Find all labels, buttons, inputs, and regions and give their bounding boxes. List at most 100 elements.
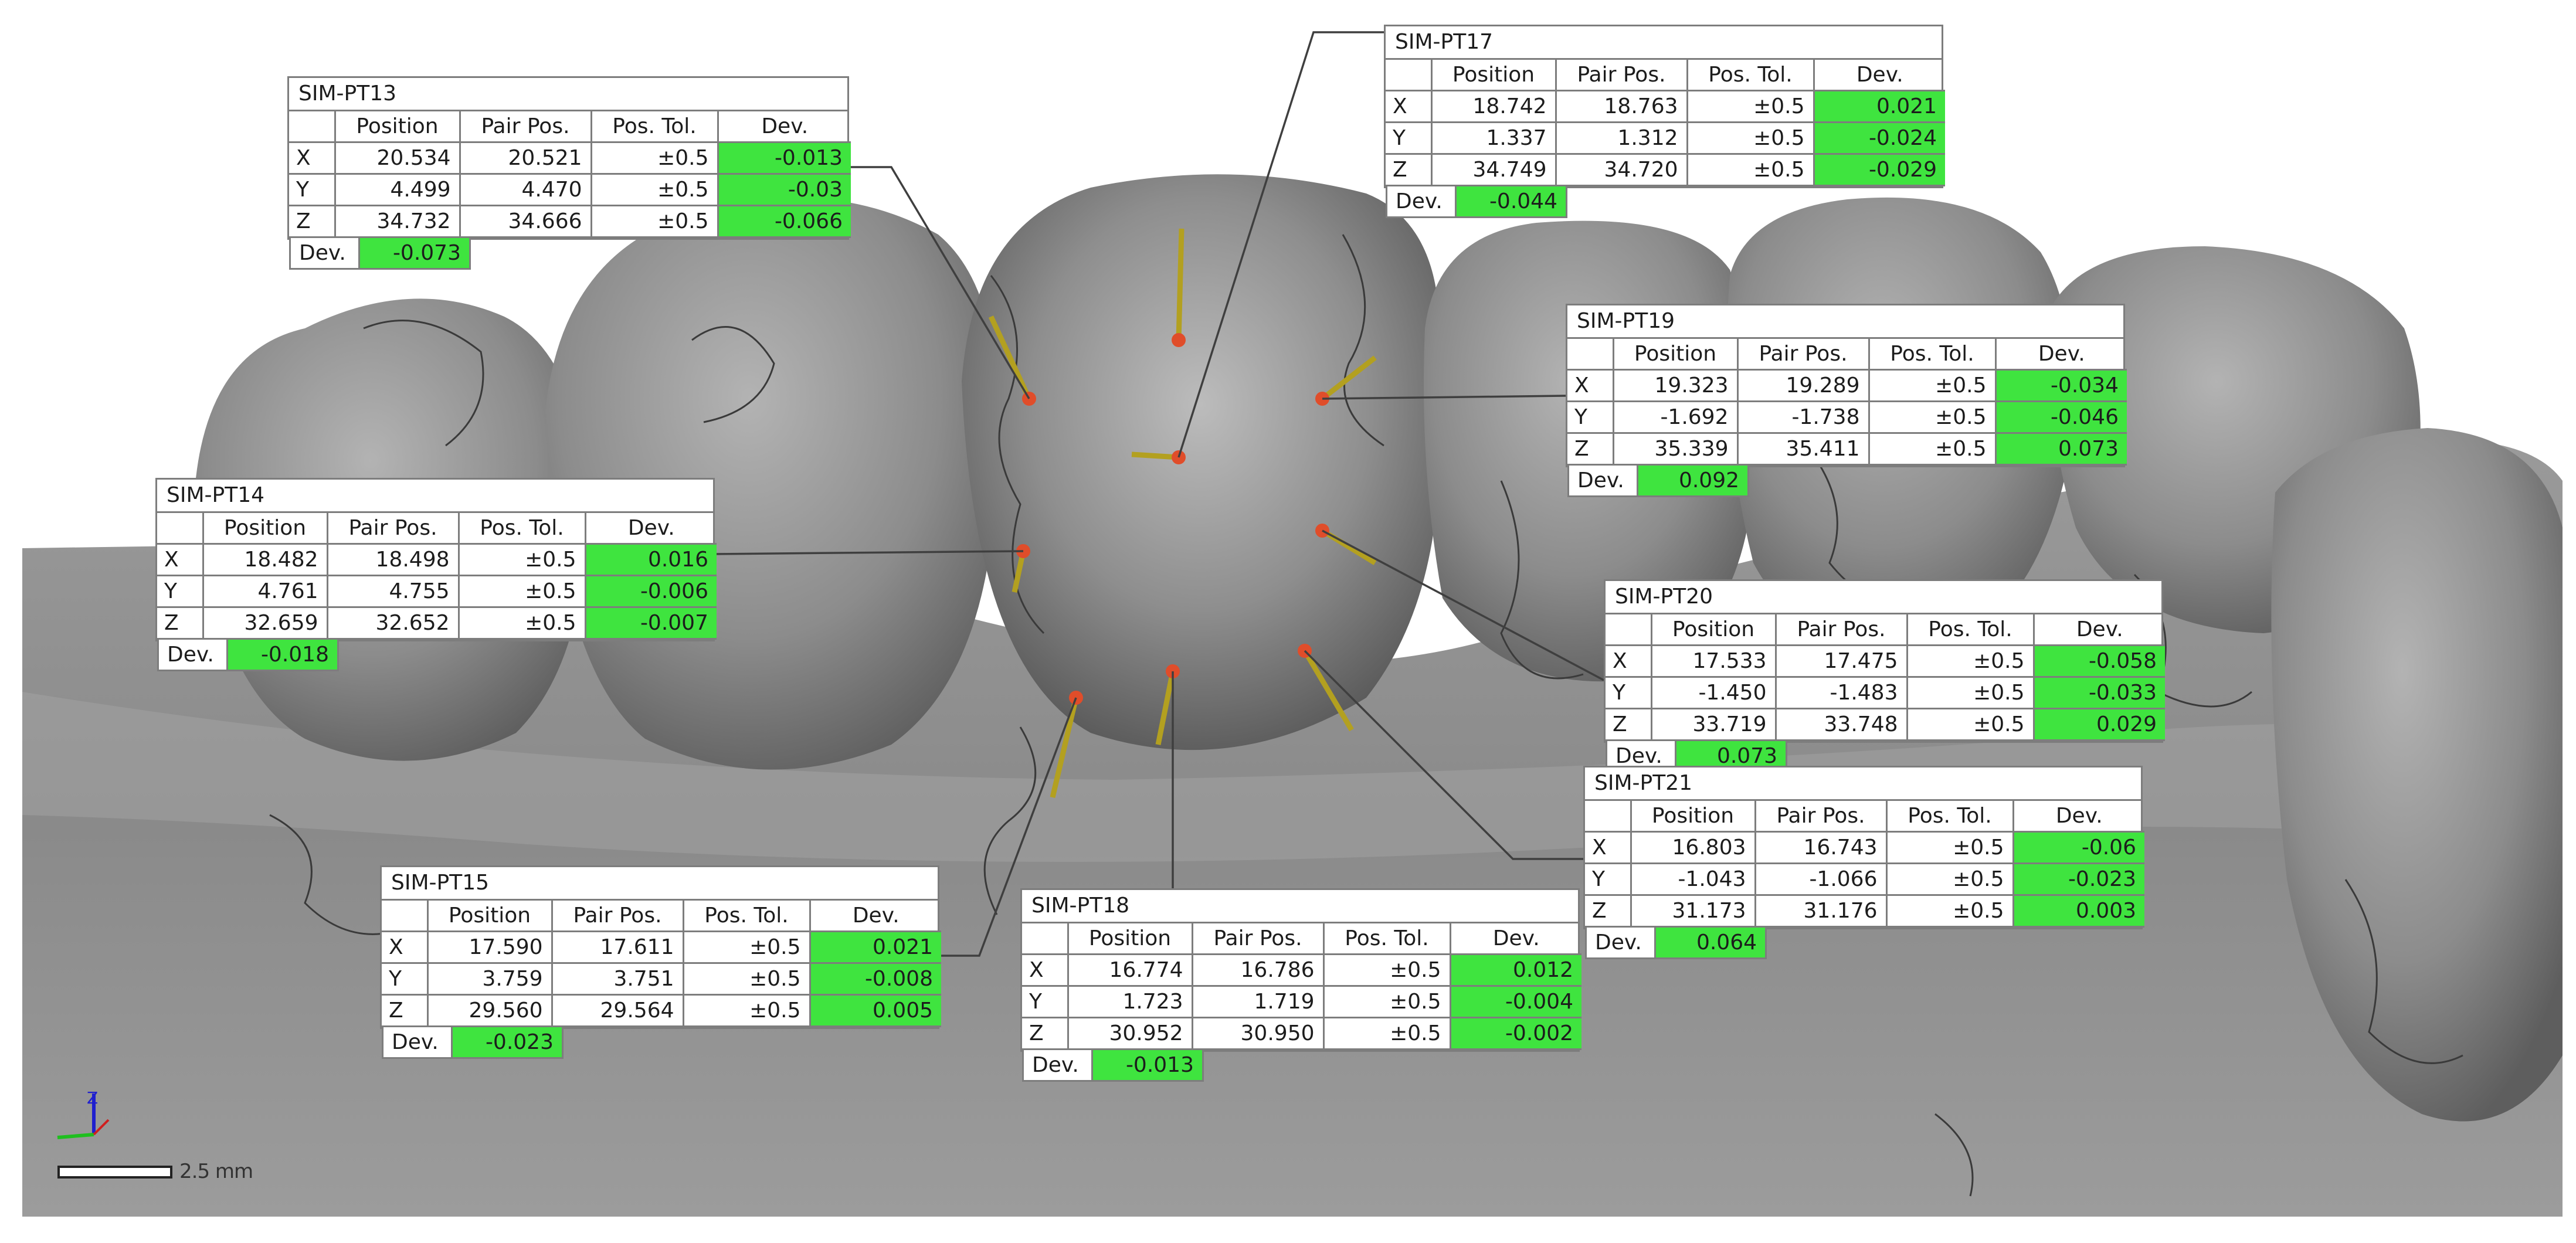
- dev-cell: 0.016: [584, 543, 717, 576]
- row-z: Z 33.719 33.748 ±0.5 0.029: [1606, 708, 2165, 741]
- col-position: Position: [334, 111, 461, 143]
- total-dev: Dev. 0.092: [1567, 466, 1749, 497]
- row-z: Z 31.173 31.176 ±0.5 0.003: [1585, 894, 2144, 928]
- row-z: Z 29.560 29.564 ±0.5 0.005: [382, 994, 941, 1027]
- tooth-molar-target: [962, 174, 1440, 750]
- total-dev: Dev. -0.013: [1022, 1050, 1204, 1082]
- row-x: X 18.742 18.763 ±0.5 0.021: [1386, 90, 1945, 123]
- annotation-title: SIM-PT19: [1567, 305, 2123, 339]
- col-position: Position: [1430, 60, 1557, 91]
- row-x: X 20.534 20.521 ±0.5 -0.013: [289, 141, 851, 175]
- annotation-title: SIM-PT18: [1022, 890, 1578, 923]
- row-z: Z 32.659 32.652 ±0.5 -0.007: [157, 606, 717, 640]
- dev-cell: -0.007: [584, 606, 717, 640]
- row-y: Y -1.692 -1.738 ±0.5 -0.046: [1567, 400, 2127, 434]
- dev-cell: 0.021: [1813, 90, 1945, 123]
- col-position: Position: [1067, 923, 1193, 955]
- scale-bar-label: 2.5 mm: [179, 1160, 253, 1183]
- scale-bar: [57, 1166, 172, 1179]
- row-z: Z 34.749 34.720 ±0.5 -0.029: [1386, 153, 1945, 186]
- total-dev: Dev. -0.073: [289, 238, 471, 270]
- row-z: Z 35.339 35.411 ±0.5 0.073: [1567, 432, 2127, 466]
- annotation-sim-pt20[interactable]: SIM-PT20 Position Pair Pos. Pos. Tol. Dev. …: [1604, 579, 2165, 773]
- dev-cell: 0.029: [2032, 708, 2165, 741]
- leader-pt19: [1322, 395, 1566, 400]
- col-dev: Dev.: [1994, 339, 2127, 371]
- col-position: Position: [426, 901, 553, 932]
- probe-points: [988, 228, 1377, 799]
- row-x: X 17.533 17.475 ±0.5 -0.058: [1606, 644, 2165, 678]
- row-y: Y 1.337 1.312 ±0.5 -0.024: [1386, 121, 1945, 155]
- annotation-table: Position Pair Pos. Pos. Tol. Dev. X 17.533 17…: [1606, 614, 2165, 741]
- col-pos-tol: Pos. Tol.: [1868, 339, 1997, 371]
- col-pair-pos: Pair Pos.: [1736, 339, 1870, 371]
- annotation-table: Position Pair Pos. Pos. Tol. Dev. X 18.482 18…: [157, 513, 717, 640]
- dev-cell: -0.034: [1994, 369, 2127, 402]
- col-dev: Dev.: [2032, 614, 2165, 646]
- annotation-sim-pt13[interactable]: SIM-PT13 Position Pair Pos. Pos. Tol. Dev. …: [287, 76, 851, 270]
- dev-cell: -0.046: [1994, 400, 2127, 434]
- col-pair-pos: Pair Pos.: [551, 901, 684, 932]
- col-pair-pos: Pair Pos.: [1774, 614, 1908, 646]
- dev-cell: 0.073: [1994, 432, 2127, 466]
- col-position: Position: [1630, 801, 1756, 833]
- annotation-table: Position Pair Pos. Pos. Tol. Dev. X 18.742 18…: [1386, 60, 1945, 186]
- row-x: X 16.774 16.786 ±0.5 0.012: [1022, 953, 1581, 987]
- row-x: X 19.323 19.289 ±0.5 -0.034: [1567, 369, 2127, 402]
- annotation-table: Position Pair Pos. Pos. Tol. Dev. X 20.534 20…: [289, 111, 851, 238]
- dev-cell: -0.002: [1449, 1017, 1581, 1050]
- col-pos-tol: Pos. Tol.: [1885, 801, 2014, 833]
- annotation-sim-pt14[interactable]: SIM-PT14 Position Pair Pos. Pos. Tol. Dev. …: [155, 478, 717, 671]
- probe-point[interactable]: [1172, 228, 1186, 347]
- row-x: X 16.803 16.743 ±0.5 -0.06: [1585, 831, 2144, 864]
- col-dev: Dev.: [717, 111, 851, 143]
- leader-pt15: [938, 697, 1077, 957]
- annotation-sim-pt19[interactable]: SIM-PT19 Position Pair Pos. Pos. Tol. Dev. …: [1566, 304, 2127, 497]
- xyz-axis-icon: Z: [57, 1088, 110, 1139]
- row-y: Y 1.723 1.719 ±0.5 -0.004: [1022, 985, 1581, 1018]
- annotation-sim-pt17[interactable]: SIM-PT17 Position Pair Pos. Pos. Tol. Dev. …: [1384, 25, 1945, 218]
- total-dev: Dev. 0.064: [1585, 928, 1767, 959]
- col-position: Position: [1612, 339, 1739, 371]
- leader-lines: [712, 31, 1604, 957]
- tooth-lingual-right: [2271, 428, 2563, 1122]
- annotation-title: SIM-PT21: [1585, 767, 2141, 801]
- dev-cell: -0.013: [717, 141, 851, 175]
- total-dev: Dev. -0.023: [382, 1027, 564, 1059]
- leader-pt13: [847, 166, 1030, 399]
- dev-cell: -0.023: [2012, 862, 2144, 896]
- annotation-sim-pt18[interactable]: SIM-PT18 Position Pair Pos. Pos. Tol. Dev. …: [1020, 888, 1581, 1082]
- annotation-sim-pt21[interactable]: SIM-PT21 Position Pair Pos. Pos. Tol. Dev. …: [1583, 766, 2144, 959]
- col-position: Position: [202, 513, 328, 545]
- dev-cell: -0.066: [717, 205, 851, 238]
- col-dev: Dev.: [809, 901, 941, 932]
- col-pair-pos: Pair Pos.: [1754, 801, 1888, 833]
- row-y: Y 4.761 4.755 ±0.5 -0.006: [157, 575, 717, 608]
- col-pos-tol: Pos. Tol.: [1906, 614, 2035, 646]
- dev-cell: 0.012: [1449, 953, 1581, 987]
- dev-cell: -0.004: [1449, 985, 1581, 1018]
- leader-pt21: [1304, 650, 1583, 860]
- col-dev: Dev.: [1813, 60, 1945, 91]
- dev-cell: 0.003: [2012, 894, 2144, 928]
- dev-cell: -0.058: [2032, 644, 2165, 678]
- dev-cell: -0.006: [584, 575, 717, 608]
- col-pair-pos: Pair Pos.: [326, 513, 460, 545]
- dev-cell: -0.008: [809, 962, 941, 996]
- col-pos-tol: Pos. Tol.: [1322, 923, 1451, 955]
- dev-cell: -0.024: [1813, 121, 1945, 155]
- svg-text:Z: Z: [87, 1088, 98, 1108]
- col-pair-pos: Pair Pos.: [459, 111, 592, 143]
- col-dev: Dev.: [2012, 801, 2144, 833]
- col-pair-pos: Pair Pos.: [1191, 923, 1325, 955]
- row-y: Y 4.499 4.470 ±0.5 -0.03: [289, 173, 851, 206]
- col-pos-tol: Pos. Tol.: [682, 901, 811, 932]
- annotation-title: SIM-PT13: [289, 78, 847, 111]
- col-pos-tol: Pos. Tol.: [457, 513, 586, 545]
- leader-pt20: [1322, 529, 1604, 681]
- total-dev: Dev. -0.044: [1386, 186, 1567, 218]
- annotation-sim-pt15[interactable]: SIM-PT15 Position Pair Pos. Pos. Tol. Dev. …: [380, 865, 941, 1059]
- col-dev: Dev.: [1449, 923, 1581, 955]
- col-position: Position: [1650, 614, 1777, 646]
